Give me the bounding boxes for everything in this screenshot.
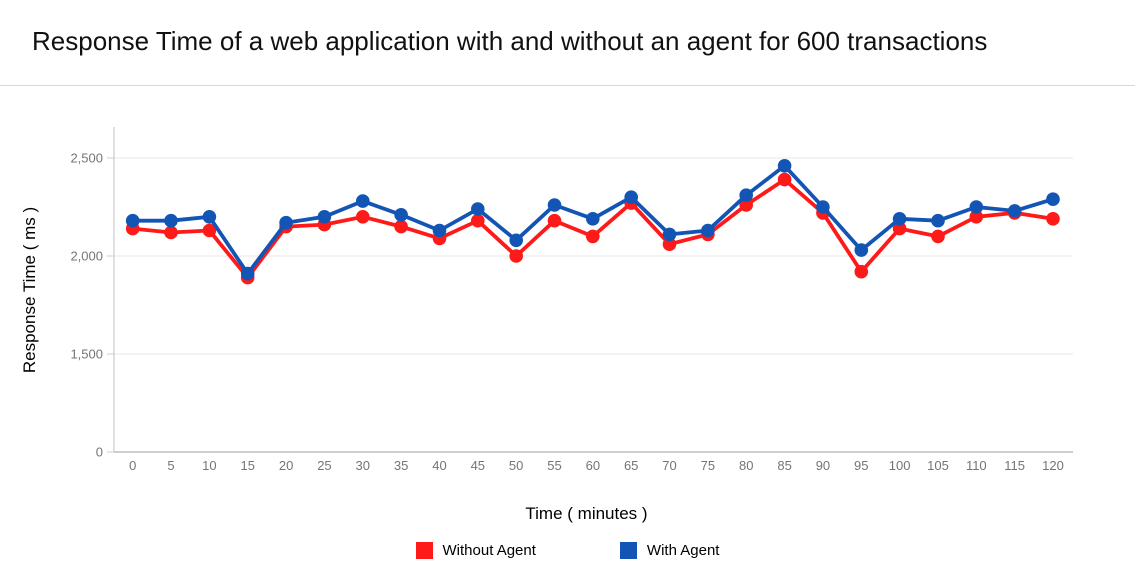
x-tick-label: 95 — [854, 458, 868, 473]
x-tick-label: 75 — [701, 458, 715, 473]
data-point-with-agent[interactable] — [394, 208, 408, 222]
data-point-without-agent[interactable] — [931, 229, 945, 244]
data-point-without-agent[interactable] — [662, 237, 677, 251]
data-point-with-agent[interactable] — [739, 188, 753, 202]
x-tick-label: 65 — [624, 458, 638, 473]
data-point-with-agent[interactable] — [1007, 204, 1022, 218]
x-tick-label: 80 — [739, 458, 753, 473]
x-tick-label: 35 — [394, 458, 408, 473]
legend-label-with-agent: With Agent — [646, 542, 720, 559]
x-tick-label: 30 — [356, 458, 370, 473]
x-tick-label: 55 — [547, 458, 561, 473]
data-point-with-agent[interactable] — [816, 200, 830, 214]
data-point-with-agent[interactable] — [164, 213, 178, 228]
x-tick-label: 115 — [1004, 458, 1025, 473]
x-tick-label: 85 — [777, 458, 791, 473]
x-tick-label: 0 — [129, 458, 136, 473]
data-point-with-agent[interactable] — [701, 223, 715, 238]
chart-legend: Without Agent With Agent — [0, 542, 1135, 559]
data-point-with-agent[interactable] — [547, 198, 562, 212]
chart-title: Response Time of a web application with … — [32, 26, 988, 56]
data-point-without-agent[interactable] — [777, 172, 792, 187]
data-point-with-agent[interactable] — [854, 243, 869, 257]
data-point-with-agent[interactable] — [586, 212, 600, 226]
x-tick-label: 25 — [317, 458, 331, 473]
data-point-without-agent[interactable] — [471, 213, 485, 228]
data-point-without-agent[interactable] — [854, 264, 869, 279]
legend-item-without-agent[interactable]: Without Agent — [415, 542, 536, 559]
data-point-with-agent[interactable] — [471, 202, 485, 216]
x-tick-label: 120 — [1042, 458, 1064, 473]
data-point-with-agent[interactable] — [1046, 192, 1060, 206]
x-tick-label: 40 — [432, 458, 446, 473]
data-point-with-agent[interactable] — [317, 210, 332, 224]
x-tick-label: 20 — [279, 458, 293, 473]
data-point-with-agent[interactable] — [279, 215, 293, 230]
y-tick-label: 0 — [96, 445, 103, 460]
x-tick-label: 105 — [927, 458, 949, 473]
data-point-with-agent[interactable] — [356, 194, 370, 208]
data-point-without-agent[interactable] — [969, 210, 984, 224]
x-tick-label: 110 — [966, 458, 987, 473]
x-tick-label: 5 — [167, 458, 174, 473]
legend-item-with-agent[interactable]: With Agent — [619, 542, 720, 559]
data-point-without-agent[interactable] — [202, 223, 217, 238]
data-point-with-agent[interactable] — [432, 223, 447, 238]
x-tick-label: 90 — [816, 458, 830, 473]
x-tick-label: 10 — [202, 458, 216, 473]
y-tick-label: 1,500 — [70, 347, 103, 362]
data-point-with-agent[interactable] — [125, 213, 140, 228]
data-point-without-agent[interactable] — [164, 225, 178, 240]
data-point-with-agent[interactable] — [240, 266, 255, 281]
data-point-with-agent[interactable] — [777, 159, 792, 173]
data-point-without-agent[interactable] — [739, 198, 753, 212]
data-point-without-agent[interactable] — [547, 213, 562, 228]
data-point-with-agent[interactable] — [969, 200, 984, 214]
x-tick-label: 50 — [509, 458, 523, 473]
data-point-with-agent[interactable] — [931, 213, 945, 228]
y-tick-label: 2,000 — [70, 249, 103, 264]
data-point-without-agent[interactable] — [509, 249, 523, 263]
data-point-without-agent[interactable] — [1046, 212, 1060, 226]
with-agent-color-swatch — [619, 542, 637, 559]
x-tick-label: 60 — [586, 458, 600, 473]
legend-label-without-agent: Without Agent — [442, 542, 536, 559]
data-point-without-agent[interactable] — [892, 221, 907, 236]
x-tick-label: 100 — [889, 458, 911, 473]
header-divider — [0, 85, 1135, 86]
x-tick-label: 45 — [471, 458, 485, 473]
y-tick-label: 2,500 — [70, 151, 103, 166]
without-agent-color-swatch — [415, 542, 433, 559]
data-point-without-agent[interactable] — [356, 210, 370, 224]
x-tick-label: 15 — [241, 458, 255, 473]
data-point-with-agent[interactable] — [202, 210, 217, 224]
data-point-with-agent[interactable] — [509, 233, 523, 248]
series-line-without-agent — [130, 177, 1055, 280]
x-tick-label: 70 — [662, 458, 676, 473]
data-point-with-agent[interactable] — [624, 190, 638, 204]
y-axis-title: Response Time ( ms ) — [20, 206, 39, 374]
data-point-without-agent[interactable] — [394, 219, 408, 234]
data-point-with-agent[interactable] — [892, 212, 907, 226]
data-point-with-agent[interactable] — [662, 227, 677, 242]
x-axis-title: Time ( minutes ) — [525, 504, 648, 523]
data-point-without-agent[interactable] — [586, 229, 600, 244]
